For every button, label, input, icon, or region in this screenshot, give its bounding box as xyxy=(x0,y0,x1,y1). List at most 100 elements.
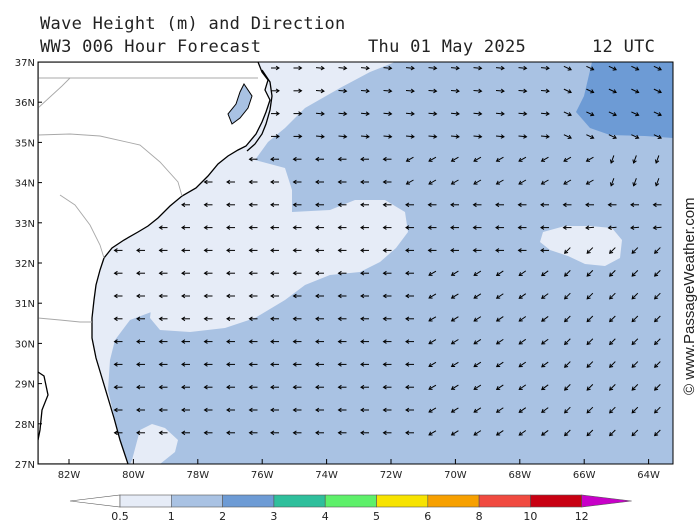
wave-arrow xyxy=(517,248,527,253)
map-title: Wave Height (m) and Direction xyxy=(40,14,346,34)
wave-arrow xyxy=(495,88,505,94)
wave-arrow xyxy=(405,179,414,185)
wave-arrow xyxy=(653,88,662,94)
wave-arrow xyxy=(450,339,459,345)
wave-arrow xyxy=(630,202,639,208)
wave-arrow xyxy=(427,248,437,253)
wave-arrow xyxy=(315,316,324,322)
wave-arrow xyxy=(136,293,145,299)
latitude-axis: 37N 36N 35N 34N 33N 32N 31N 30N 29N 28N 27N xyxy=(15,58,42,471)
wave-arrow xyxy=(564,361,571,368)
wave-arrow xyxy=(338,134,348,139)
wave-arrow xyxy=(113,248,123,253)
wave-arrow xyxy=(405,248,414,253)
wave-arrow xyxy=(564,384,571,391)
wave-arrow xyxy=(136,339,145,344)
wave-arrow xyxy=(586,406,594,414)
colorbar-swatch xyxy=(222,494,275,508)
wave-arrow xyxy=(136,430,145,436)
wave-arrow xyxy=(630,225,640,231)
wave-arrow xyxy=(158,339,168,344)
wave-arrow xyxy=(360,293,369,299)
wave-arrow xyxy=(113,430,123,436)
wave-arrow xyxy=(203,270,213,276)
wave-arrow xyxy=(473,65,483,71)
wave-arrow xyxy=(360,430,369,436)
wave-arrow xyxy=(248,293,258,299)
lon-label: 70W xyxy=(444,470,467,481)
wave-arrow xyxy=(540,248,549,253)
wave-arrow xyxy=(270,430,279,436)
wave-arrow xyxy=(337,202,347,208)
wave-arrow xyxy=(608,111,617,117)
wave-arrow xyxy=(337,225,347,230)
wave-height-colorbar: 0.5 1 2 3 4 5 6 8 10 12 xyxy=(69,494,632,523)
colorbar-swatch xyxy=(530,494,583,508)
wave-arrow xyxy=(428,134,438,139)
colorbar-swatch xyxy=(324,494,377,508)
wave-arrow xyxy=(608,88,617,94)
wave-arrow xyxy=(382,362,392,367)
wave-arrow xyxy=(495,270,504,276)
wave-arrow xyxy=(654,292,661,300)
colorbar-label: 4 xyxy=(322,510,329,523)
wave-arrow xyxy=(518,270,527,277)
wave-arrow xyxy=(360,225,369,230)
lon-label: 68W xyxy=(508,470,531,481)
wave-arrow xyxy=(360,316,369,322)
wave-arrow xyxy=(226,362,235,367)
wave-arrow xyxy=(136,248,145,253)
wave-arrow xyxy=(563,65,572,71)
wave-arrow xyxy=(609,155,615,164)
wave-arrow xyxy=(472,225,482,230)
wave-arrow xyxy=(226,407,235,413)
wave-arrow xyxy=(609,315,616,323)
wave-arrow xyxy=(383,88,393,94)
lat-label: 37N xyxy=(15,58,35,69)
wave-arrow xyxy=(360,65,370,71)
wave-arrow xyxy=(203,339,213,344)
wave-arrow xyxy=(181,293,190,299)
wave-arrow xyxy=(450,270,459,276)
wave-arrow xyxy=(450,361,459,368)
wave-arrow xyxy=(248,384,258,390)
wave-arrow xyxy=(564,247,571,254)
wave-arrow xyxy=(315,339,324,344)
wave-arrow xyxy=(360,384,369,390)
wave-arrow xyxy=(360,202,369,208)
wave-arrow xyxy=(405,316,414,322)
wave-arrow xyxy=(609,292,616,300)
wave-arrow xyxy=(450,88,460,94)
wave-arrow xyxy=(292,293,302,299)
wave-arrow xyxy=(631,88,640,94)
wave-arrow xyxy=(609,247,616,254)
wave-arrow xyxy=(427,225,437,230)
wave-arrow xyxy=(181,270,190,276)
wave-arrow xyxy=(181,407,190,413)
wave-arrow xyxy=(113,407,123,413)
wave-arrow xyxy=(428,88,438,94)
wave-arrow xyxy=(315,134,325,139)
wave-arrow xyxy=(541,316,549,322)
florida-west-coast xyxy=(38,371,49,441)
wave-arrow xyxy=(609,406,616,414)
wave-arrow xyxy=(248,270,258,276)
lat-label: 32N xyxy=(15,259,35,270)
wave-arrow xyxy=(360,134,370,139)
wave-arrow xyxy=(473,270,482,276)
wave-arrow xyxy=(360,339,369,344)
wave-arrow xyxy=(226,339,235,344)
wave-arrow xyxy=(293,65,303,71)
wave-arrow xyxy=(450,65,460,71)
wave-arrow xyxy=(226,270,235,276)
lat-label: 33N xyxy=(15,219,35,230)
wave-arrow xyxy=(518,88,528,94)
wave-arrow xyxy=(248,248,258,253)
wave-arrow xyxy=(405,270,414,276)
wave-arrow xyxy=(428,156,437,162)
wave-arrow xyxy=(360,362,369,367)
wave-arrow xyxy=(248,179,258,185)
lon-label: 78W xyxy=(186,470,209,481)
wave-arrow xyxy=(585,225,595,231)
wave-arrow xyxy=(270,384,279,390)
